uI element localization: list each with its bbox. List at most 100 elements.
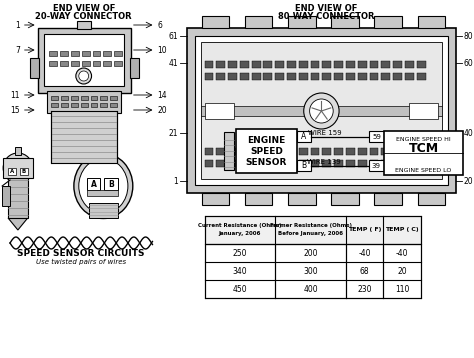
Text: 60: 60 [464, 58, 474, 68]
Text: SENSOR: SENSOR [246, 158, 287, 166]
Bar [100, 103, 107, 107]
Text: B: B [22, 169, 26, 174]
Bar [287, 61, 296, 68]
Bar [252, 61, 261, 68]
Text: 1: 1 [173, 176, 178, 185]
Text: ENGINE SPEED LO: ENGINE SPEED LO [395, 168, 452, 173]
Bar [381, 61, 390, 68]
Bar [89, 203, 118, 218]
Bar [310, 73, 319, 80]
Bar [224, 132, 234, 170]
Bar [130, 58, 139, 78]
Bar [104, 178, 118, 190]
Bar [287, 160, 296, 167]
Bar [334, 61, 343, 68]
Bar [114, 51, 122, 56]
Bar [393, 148, 402, 155]
Bar [8, 168, 27, 218]
Bar [322, 160, 331, 167]
Bar [201, 106, 442, 116]
Bar [384, 131, 463, 175]
Circle shape [304, 93, 339, 129]
Bar [45, 34, 124, 86]
Text: 20-WAY CONNECTOR: 20-WAY CONNECTOR [36, 11, 132, 20]
Bar [334, 73, 343, 80]
Bar [264, 160, 272, 167]
Bar [201, 42, 442, 179]
Bar [264, 148, 272, 155]
Text: WIRE 159: WIRE 159 [308, 130, 341, 135]
Bar [275, 160, 284, 167]
Bar [61, 96, 68, 100]
Text: 61: 61 [168, 32, 178, 40]
Bar [417, 148, 426, 155]
Circle shape [79, 71, 89, 81]
Bar [369, 131, 384, 141]
Text: 14: 14 [157, 91, 167, 100]
Text: -40: -40 [396, 248, 408, 257]
Bar [409, 103, 438, 119]
Bar [201, 193, 229, 205]
Text: 80: 80 [464, 32, 474, 40]
Bar [51, 96, 58, 100]
Bar [287, 148, 296, 155]
Text: 300: 300 [303, 266, 318, 276]
Text: January, 2006: January, 2006 [219, 232, 261, 237]
Text: 41: 41 [168, 58, 178, 68]
Bar [228, 148, 237, 155]
Bar [228, 73, 237, 80]
Bar [252, 160, 261, 167]
Bar [49, 51, 57, 56]
Text: WIRE 139: WIRE 139 [308, 159, 341, 164]
Bar [8, 168, 16, 175]
Bar [61, 103, 68, 107]
Bar [297, 160, 310, 171]
Text: 340: 340 [233, 266, 247, 276]
Text: Current Resistance (Ohms): Current Resistance (Ohms) [198, 223, 282, 227]
Bar [358, 73, 366, 80]
Bar [264, 73, 272, 80]
Bar [245, 193, 272, 205]
Text: 80-WAY CONNECTOR: 80-WAY CONNECTOR [278, 11, 374, 20]
Text: 15: 15 [10, 106, 20, 115]
Bar [240, 61, 249, 68]
Bar [299, 148, 308, 155]
Circle shape [3, 153, 33, 183]
Bar [100, 96, 107, 100]
Bar [204, 148, 213, 155]
Text: TCM: TCM [409, 141, 438, 155]
Bar [252, 148, 261, 155]
Bar [288, 193, 316, 205]
Bar [51, 111, 117, 163]
Bar [417, 73, 426, 80]
Bar [405, 148, 414, 155]
Bar [71, 96, 78, 100]
Bar [204, 73, 213, 80]
Bar [103, 61, 111, 66]
Bar [331, 16, 359, 28]
Bar [346, 160, 355, 167]
Text: B: B [109, 179, 114, 189]
Bar [358, 160, 366, 167]
Bar [49, 61, 57, 66]
Bar [81, 96, 88, 100]
Bar [381, 73, 390, 80]
Text: B: B [301, 161, 306, 170]
Bar [381, 148, 390, 155]
Bar [240, 160, 249, 167]
Bar [322, 148, 331, 155]
Bar [393, 61, 402, 68]
Text: 20: 20 [397, 266, 407, 276]
Bar [187, 28, 456, 193]
Bar [201, 16, 229, 28]
Bar [264, 61, 272, 68]
Bar [245, 16, 272, 28]
Text: A: A [10, 169, 14, 174]
Bar [346, 61, 355, 68]
Ellipse shape [79, 159, 128, 213]
Bar [82, 61, 90, 66]
Text: TEMP ( C): TEMP ( C) [385, 227, 419, 232]
Bar [114, 61, 122, 66]
Bar [51, 103, 58, 107]
Bar [369, 160, 384, 170]
